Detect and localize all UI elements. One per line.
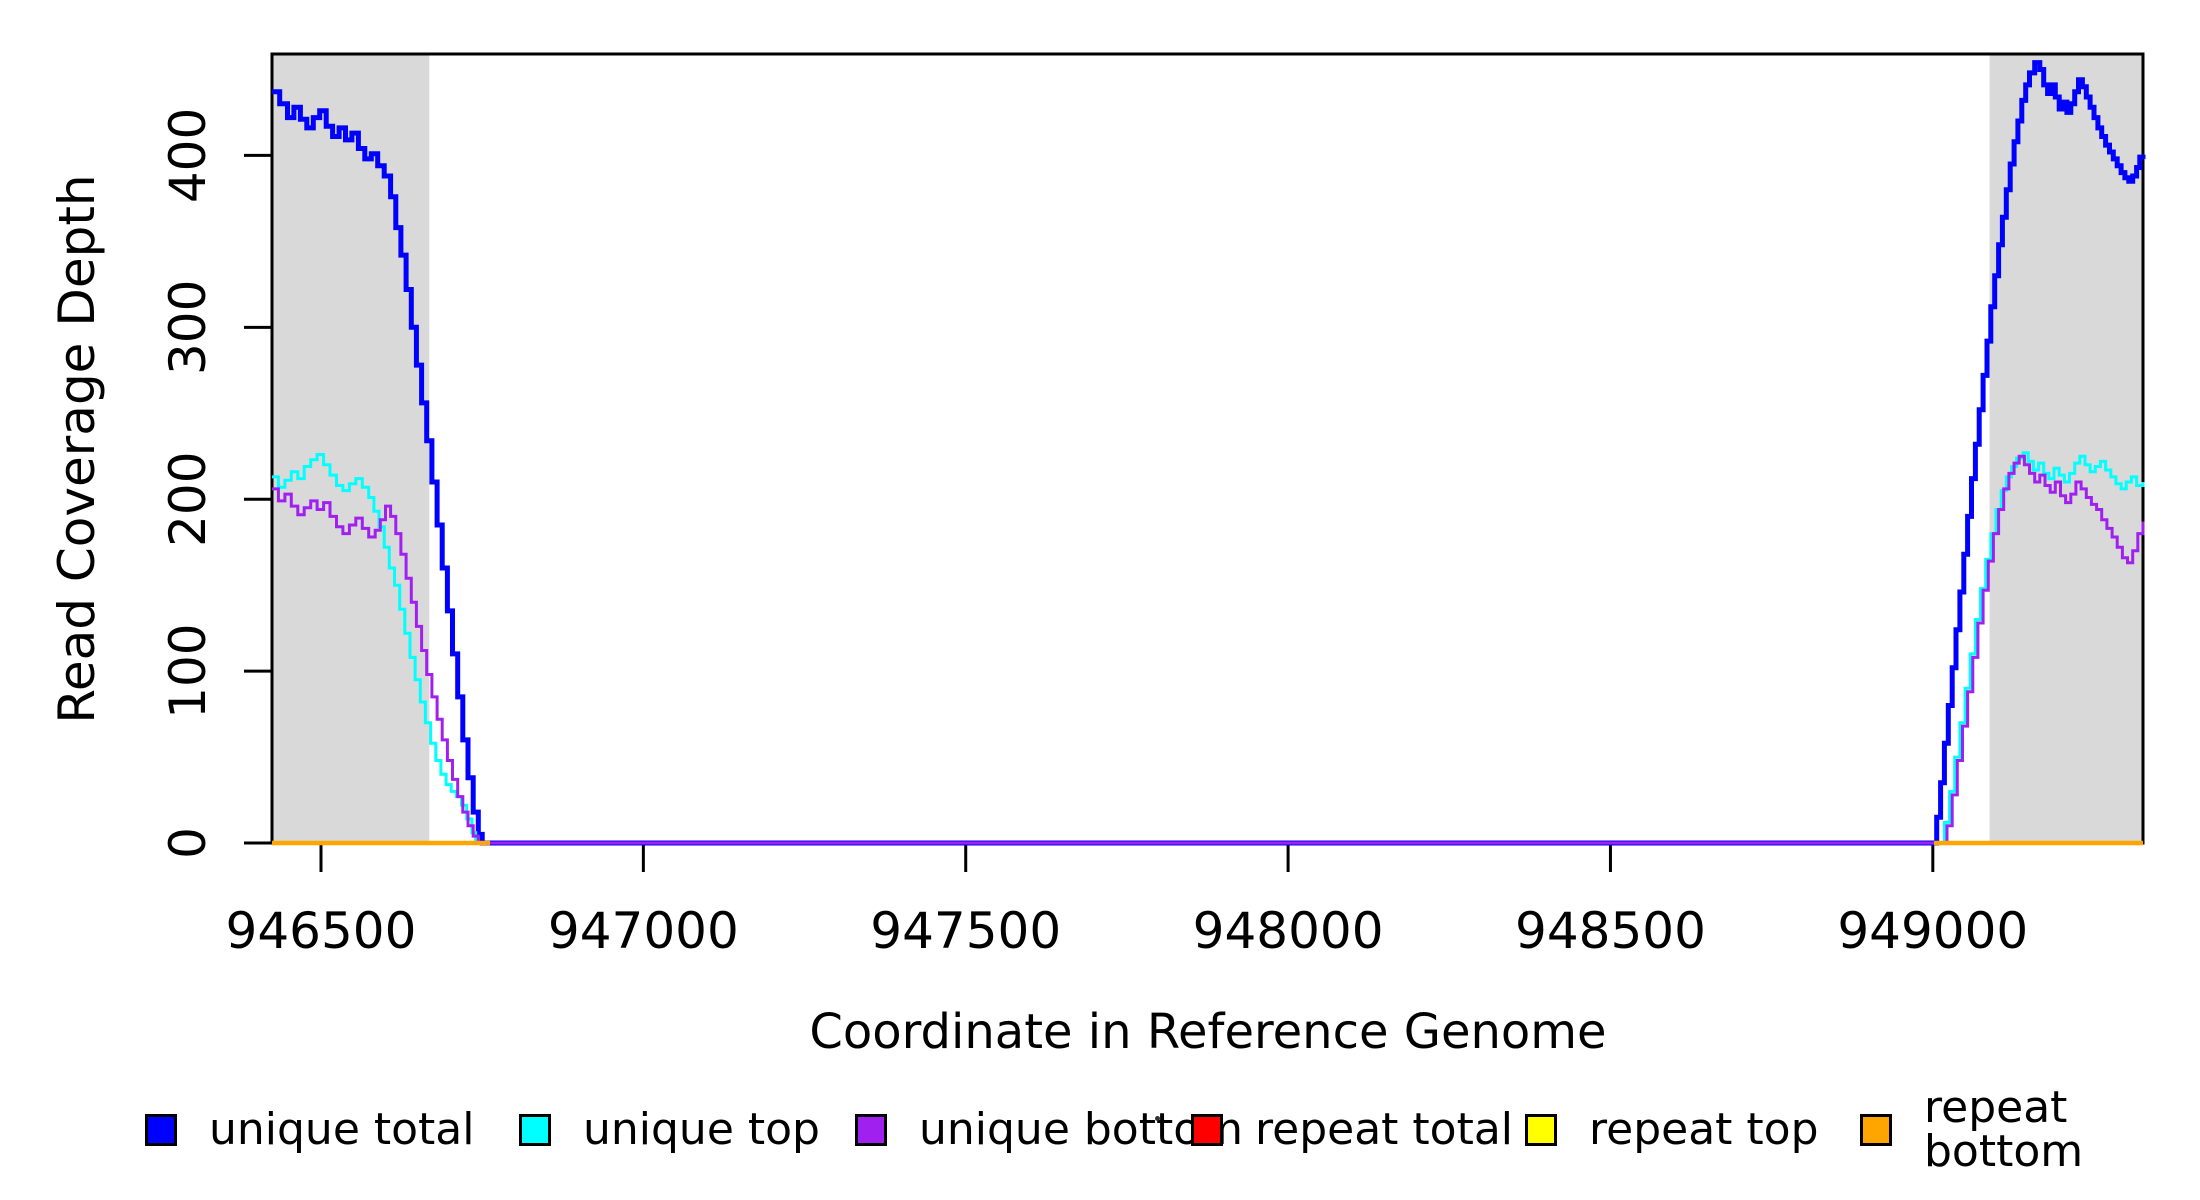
x-tick-label: 949000 [1837, 902, 2028, 960]
y-tick-label: 200 [159, 451, 217, 546]
x-tick-label: 948000 [1193, 902, 1384, 960]
series-line-unique-bottom [272, 454, 2145, 845]
x-tick-label: 948500 [1515, 902, 1706, 960]
stray-dot [1155, 1116, 1160, 1121]
x-tick-label: 946500 [226, 902, 417, 960]
x-tick-label: 947000 [548, 902, 739, 960]
x-tick-label: 947500 [870, 902, 1061, 960]
y-tick-label: 100 [159, 623, 217, 718]
y-axis-title: Read Coverage Depth [48, 174, 106, 724]
y-tick-label: 0 [159, 827, 217, 859]
y-tick-label: 400 [159, 108, 217, 203]
plot-box [270, 52, 2145, 845]
shaded-region [272, 54, 430, 843]
series-line-unique-top [272, 451, 2145, 845]
y-tick-label: 300 [159, 280, 217, 375]
x-axis-title: Coordinate in Reference Genome [809, 1004, 1607, 1060]
shaded-region [1989, 54, 2143, 843]
series-line-unique-total [272, 60, 2146, 846]
